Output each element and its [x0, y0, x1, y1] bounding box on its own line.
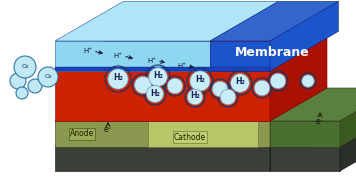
Text: H₂: H₂	[195, 75, 205, 84]
Polygon shape	[270, 107, 339, 171]
Circle shape	[231, 74, 249, 92]
Circle shape	[302, 75, 314, 87]
Text: Anode: Anode	[70, 129, 94, 139]
Polygon shape	[340, 107, 356, 171]
Text: e⁻: e⁻	[316, 118, 324, 126]
Circle shape	[38, 67, 58, 87]
Text: H₂: H₂	[150, 88, 160, 98]
Text: e⁻: e⁻	[104, 125, 112, 135]
Text: H⁺: H⁺	[147, 58, 157, 64]
Polygon shape	[270, 1, 339, 71]
Circle shape	[10, 73, 26, 89]
Polygon shape	[55, 121, 270, 147]
Polygon shape	[270, 38, 327, 121]
Circle shape	[220, 89, 236, 105]
Text: O₂: O₂	[21, 64, 29, 70]
Circle shape	[108, 69, 128, 89]
Polygon shape	[55, 38, 327, 71]
Circle shape	[212, 81, 228, 97]
Text: H⁺: H⁺	[84, 48, 93, 54]
Polygon shape	[340, 88, 356, 147]
Circle shape	[149, 68, 167, 86]
Polygon shape	[55, 41, 210, 71]
Polygon shape	[55, 71, 270, 121]
Polygon shape	[210, 1, 339, 41]
Polygon shape	[55, 1, 278, 41]
Polygon shape	[55, 147, 270, 171]
Polygon shape	[55, 67, 270, 71]
Polygon shape	[148, 121, 258, 147]
Circle shape	[16, 87, 28, 99]
Text: H₂: H₂	[235, 77, 245, 87]
Circle shape	[270, 73, 286, 89]
Polygon shape	[270, 121, 340, 147]
Text: H₂: H₂	[113, 74, 123, 83]
Polygon shape	[270, 88, 327, 147]
Polygon shape	[270, 107, 356, 147]
Text: Membrane: Membrane	[235, 46, 309, 60]
Circle shape	[146, 85, 163, 103]
Text: O₂: O₂	[44, 74, 52, 80]
Polygon shape	[270, 147, 340, 171]
Polygon shape	[148, 88, 315, 121]
Text: Cathode: Cathode	[174, 132, 206, 142]
Circle shape	[167, 78, 183, 94]
Text: H₂: H₂	[190, 91, 200, 101]
Circle shape	[254, 80, 270, 96]
Polygon shape	[270, 88, 356, 121]
Circle shape	[190, 71, 210, 91]
Circle shape	[14, 56, 36, 78]
Circle shape	[187, 89, 203, 105]
Polygon shape	[210, 41, 270, 71]
Text: H⁺: H⁺	[114, 53, 122, 59]
Circle shape	[135, 76, 152, 94]
Circle shape	[28, 79, 42, 93]
Polygon shape	[55, 107, 339, 147]
Text: H⁺: H⁺	[178, 63, 187, 69]
Polygon shape	[55, 88, 327, 121]
Text: H₂: H₂	[153, 71, 163, 81]
